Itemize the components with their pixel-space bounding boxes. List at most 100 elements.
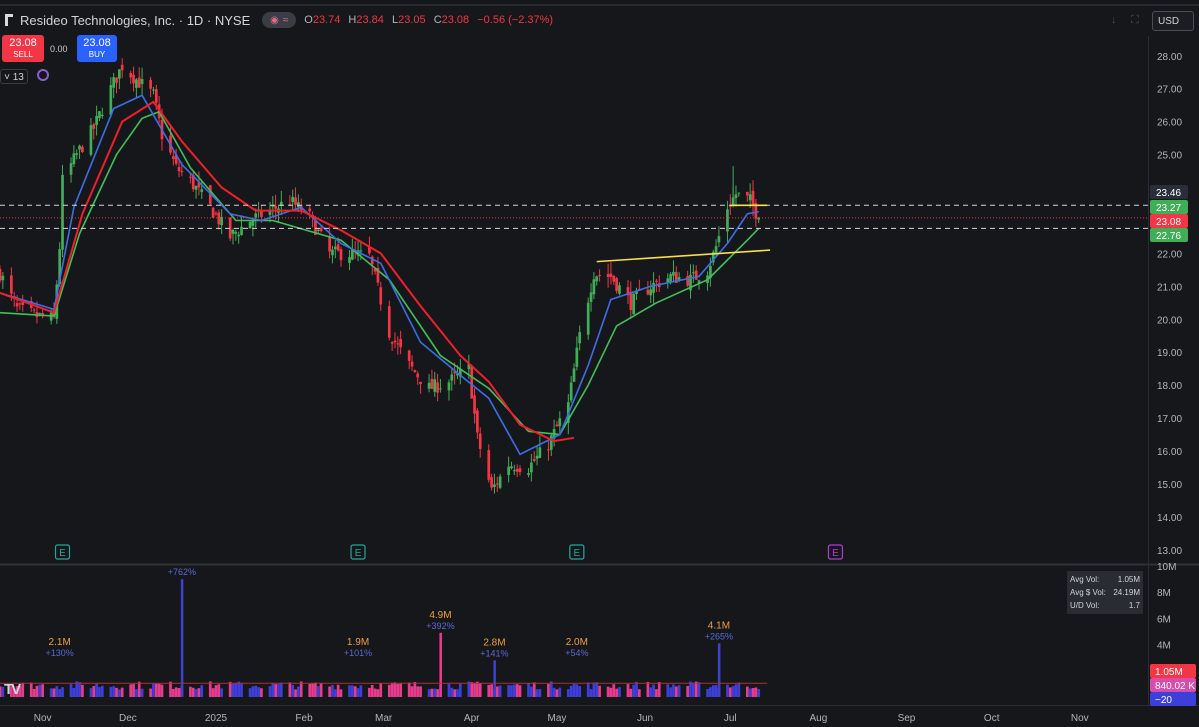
volume-stats-panel: Avg Vol: 1.05M Avg $ Vol: 24.19M U/D Vol: 1… [1067,571,1143,614]
sync-icon[interactable] [37,69,49,81]
volume-label-text: 840.02 K [1155,681,1195,692]
volume-annotation-pct: +101% [344,648,372,658]
candle-body [339,249,343,261]
volume-tick-label: 4M [1157,641,1171,652]
candle-body [714,246,718,253]
candle-body [416,373,420,378]
buy-button[interactable]: 23.08 BUY [77,35,117,62]
volume-bar [160,684,164,697]
volume-bar [458,683,462,697]
candle-body [467,363,471,370]
tradingview-logo-icon[interactable]: TV [4,681,21,698]
volume-bar [15,686,19,697]
candle-body [231,230,235,234]
volume-bar [237,681,241,697]
avg-dollar-vol-label: Avg $ Vol: [1070,588,1106,597]
volume-bar [433,688,437,697]
candle-body [95,115,98,126]
volume-bar [260,688,263,697]
candle-body [100,114,104,117]
volume-bar [171,688,175,697]
volume-bar [595,682,599,697]
indicator-toggle-pill[interactable]: ◉ ≈ [262,12,297,28]
volume-bar [277,683,280,697]
candle-body [15,303,19,307]
candle-body [672,271,675,276]
volume-annotation-pct: +265% [705,631,733,641]
volume-bar [251,686,255,697]
time-tick-label: Mar [375,713,393,724]
volume-bar [558,687,562,697]
volume-bar [697,682,701,697]
volume-annotation-value: 2.0M [566,637,588,648]
volume-bar [419,686,422,697]
volume-bar [379,683,383,697]
candle-body [140,79,144,85]
volume-bar [29,682,33,697]
candle-body [532,458,536,462]
price-tick-label: 13.00 [1157,546,1182,557]
candle-body [299,205,303,212]
candle-body [58,249,62,285]
volume-bar [569,685,573,697]
symbol-title[interactable]: Resideo Technologies, Inc. · 1D · NYSE [20,12,251,28]
open-label: O [304,14,313,26]
volume-bar [572,683,576,697]
volume-bar [135,689,138,697]
volume-bar [652,684,655,697]
candle-body [217,212,221,225]
candle-body [368,246,371,254]
candle-body [89,125,93,155]
candle-body [135,79,138,88]
volume-bar [191,687,195,697]
time-tick-label: Feb [295,713,313,724]
volume-annotation-pct: +130% [46,648,74,658]
candle-body [430,378,434,389]
candle-body [78,145,81,150]
volume-bar [711,685,715,697]
volume-bar [635,681,638,697]
download-icon[interactable]: ↓ [1111,14,1117,26]
volume-bar [35,685,39,697]
price-label-text: 22.76 [1156,231,1181,242]
volume-bar [117,689,121,697]
currency-select[interactable]: USD [1152,11,1194,31]
candle-body [393,340,397,343]
volume-bar [450,687,454,697]
fullscreen-icon[interactable]: ⛶ [1131,14,1139,26]
volume-bar [757,689,761,697]
candle-body [447,382,451,391]
low-label: L [391,14,399,26]
volume-bar [598,685,601,697]
volume-bar [410,686,414,697]
candle-body [248,221,252,229]
volume-bar [0,686,2,697]
volume-bar [297,686,300,697]
indicator-count-button[interactable]: ˅ 13 [0,69,28,84]
volume-bar [728,687,732,697]
volume-bar [240,683,243,697]
volume-bar [339,689,343,697]
volume-bar [547,683,550,697]
candle-body [154,89,158,103]
candle-body [72,153,76,165]
volume-bar [467,681,471,697]
volume-bar [72,687,76,697]
indicator-count: 13 [12,72,24,83]
volume-bar [348,685,351,697]
ud-vol-row: U/D Vol: 1.7 [1070,599,1140,612]
candle-body [69,163,73,175]
volume-bar [75,681,79,697]
sell-button[interactable]: 23.08 SELL [2,35,44,62]
volume-bar [129,684,133,697]
volume-bar [618,687,621,697]
candle-body [399,339,403,348]
avg-dollar-vol-value: 24.19M [1113,588,1140,597]
volume-bar [248,688,252,697]
volume-bar [566,689,570,697]
volume-bar [21,682,25,697]
candle-body [271,205,275,207]
volume-bar [120,687,124,697]
candle-body [677,277,681,280]
